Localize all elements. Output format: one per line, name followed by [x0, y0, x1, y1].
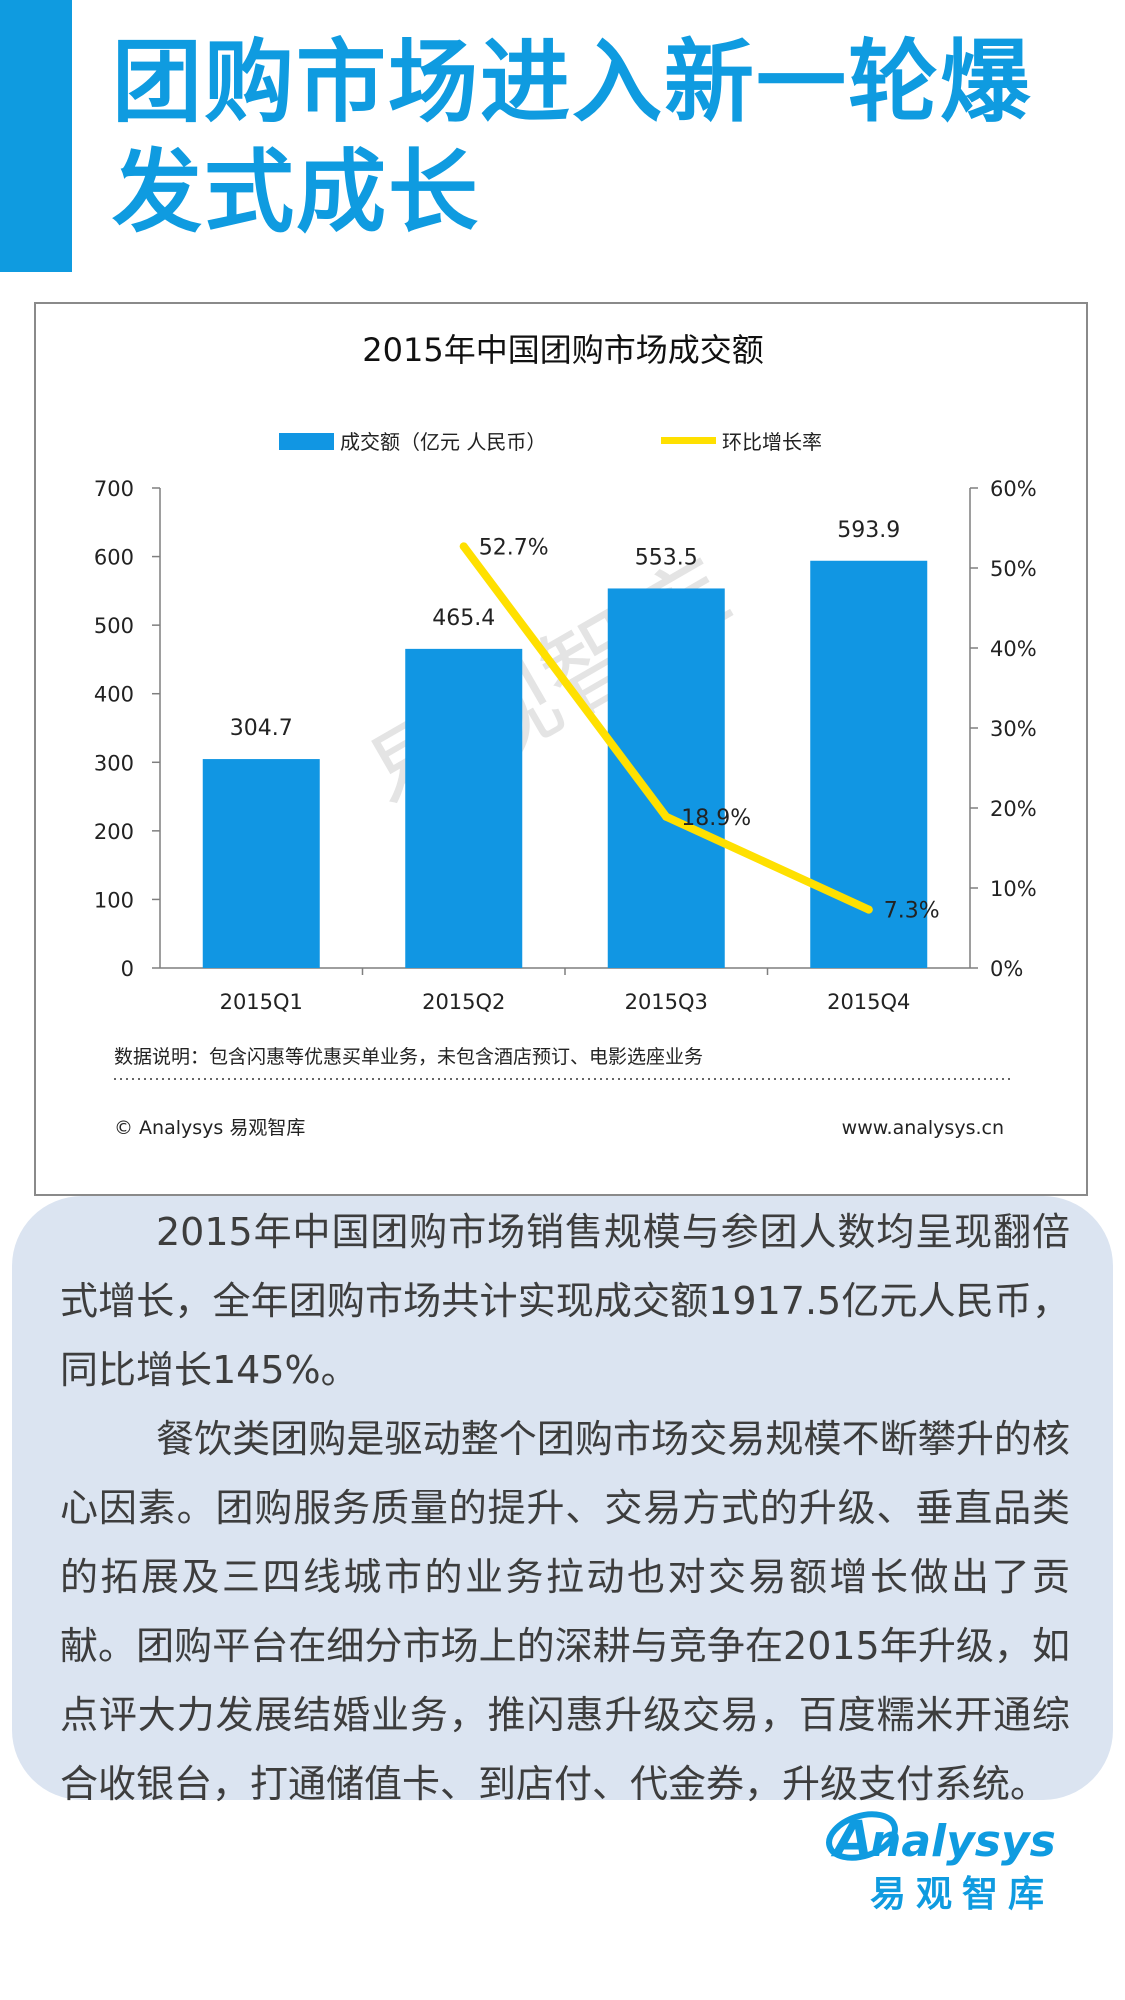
chart-note: 数据说明：包含闪惠等优惠买单业务，未包含酒店预订、电影选座业务	[114, 1046, 703, 1068]
y-right-tick-label: 10%	[990, 877, 1037, 901]
accent-bar	[0, 0, 72, 272]
y-left-tick-label: 500	[94, 614, 134, 638]
paragraph-market-size: 2015年中国团购市场销售规模与参团人数均呈现翻倍式增长，全年团购市场共计实现成…	[60, 1210, 1070, 1392]
bar	[607, 588, 725, 968]
bar	[810, 560, 928, 968]
x-tick-label: 2015Q4	[827, 990, 910, 1014]
y-left-tick-label: 100	[94, 888, 134, 912]
bar-value-label: 553.5	[635, 545, 698, 570]
y-left-tick-label: 300	[94, 751, 134, 775]
y-right-tick-label: 20%	[990, 797, 1037, 821]
chart-data-labels: 304.7 465.4 553.5 593.9 52.7% 18.9% 7.3%	[230, 518, 940, 924]
chart-copyright: © Analysys 易观智库	[114, 1117, 305, 1139]
y-left-tick-label: 600	[94, 546, 134, 570]
page-title: 团购市场进入新一轮爆发式成长	[112, 30, 1032, 245]
growth-point	[662, 812, 671, 821]
chart-bars	[202, 560, 928, 968]
bar-value-label: 304.7	[230, 716, 293, 741]
growth-value-label: 52.7%	[479, 535, 549, 560]
bar-value-label: 593.9	[837, 518, 900, 543]
text-panel	[12, 1196, 1113, 1800]
chart-legend: 成交额（亿元 人民币） 环比增长率	[279, 430, 822, 454]
legend-swatch-line	[661, 437, 716, 444]
y-left-tick-label: 0	[121, 957, 134, 981]
logo-name-cn: 易观智库	[870, 1874, 1054, 1915]
growth-value-label: 18.9%	[681, 806, 751, 831]
legend-label-line: 环比增长率	[722, 430, 822, 454]
chart-frame: 易观智库 2015年中国团购市场成交额 成交额（亿元 人民币） 环比增长率 30…	[34, 302, 1088, 1196]
legend-swatch-bar	[279, 433, 334, 450]
y-right-tick-label: 0%	[990, 957, 1023, 981]
y-right-tick-label: 30%	[990, 717, 1037, 741]
y-right-tick-label: 40%	[990, 637, 1037, 661]
legend-label-bar: 成交额（亿元 人民币）	[340, 430, 546, 454]
y-right-tick-label: 60%	[990, 477, 1037, 501]
growth-point	[864, 905, 873, 914]
bar-value-label: 465.4	[432, 606, 495, 631]
chart-title: 2015年中国团购市场成交额	[362, 331, 763, 369]
x-tick-label: 2015Q3	[625, 990, 708, 1014]
analysys-logo: A nalysys 易观智库	[826, 1810, 1056, 1915]
paragraph-growth-drivers: 餐饮类团购是驱动整个团购市场交易规模不断攀升的核心因素。团购服务质量的提升、交易…	[60, 1417, 1070, 1806]
logo-swoosh	[826, 1811, 898, 1861]
y-right-tick-label: 50%	[990, 557, 1037, 581]
logo-wordmark: nalysys	[870, 1816, 1056, 1867]
bar	[202, 759, 320, 968]
bar	[405, 648, 523, 968]
chart-growth-line	[459, 542, 873, 914]
y-left-tick-label: 400	[94, 683, 134, 707]
x-tick-label: 2015Q1	[220, 990, 303, 1014]
x-tick-label: 2015Q2	[422, 990, 505, 1014]
chart-svg: 易观智库 2015年中国团购市场成交额 成交额（亿元 人民币） 环比增长率 30…	[94, 331, 1037, 1139]
growth-point	[459, 542, 468, 551]
chart-tick-labels: 0 100 200 300 400 500 600 700 0% 10% 20% 30% 40% 50% 6…	[94, 477, 1037, 1014]
chart-website: www.analysys.cn	[842, 1117, 1004, 1139]
logo-initial: A	[830, 1810, 873, 1868]
growth-value-label: 7.3%	[884, 899, 940, 924]
y-left-tick-label: 200	[94, 820, 134, 844]
y-left-tick-label: 700	[94, 477, 134, 501]
